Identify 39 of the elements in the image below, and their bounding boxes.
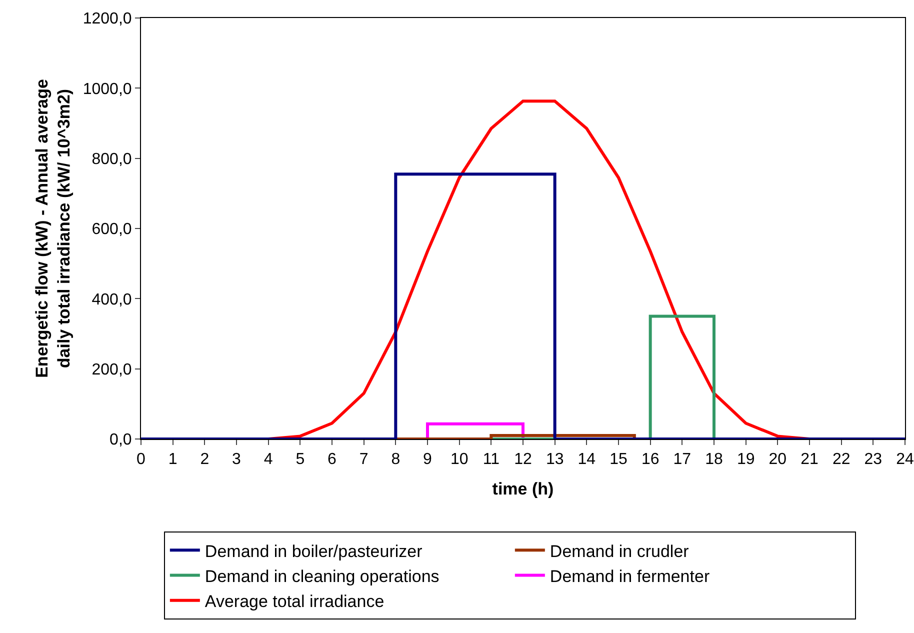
x-tick-label: 19: [736, 451, 755, 468]
x-tick-label: 6: [328, 451, 337, 468]
x-tick-label: 23: [864, 451, 882, 468]
x-tick-label: 13: [546, 451, 564, 468]
y-axis-title: Energetic flow (kW) - Annual average daily total irradiance (kW/ 10^3m2): [32, 79, 74, 378]
x-tick-label: 10: [450, 451, 468, 468]
x-tick-label: 12: [514, 451, 532, 468]
x-tick-label: 20: [768, 451, 787, 468]
x-tick-label: 2: [200, 451, 210, 468]
x-tick-label: 8: [391, 451, 400, 468]
x-tick-label: 18: [705, 451, 723, 468]
x-tick-label: 3: [232, 451, 242, 468]
legend-label: Demand in cleaning operations: [204, 566, 440, 586]
x-tick-label: 21: [800, 451, 818, 468]
x-tick-label: 11: [482, 451, 500, 468]
x-tick-label: 14: [578, 451, 596, 468]
legend-label: Demand in crudler: [550, 542, 690, 561]
x-tick-label: 24: [896, 451, 914, 468]
x-axis-title: time (h): [492, 480, 554, 499]
x-tick-label: 5: [296, 451, 305, 468]
x-tick-label: 17: [673, 451, 692, 468]
y-tick-label: 0,0: [110, 432, 132, 449]
x-tick-label: 15: [610, 451, 628, 468]
x-tick-label: 16: [641, 451, 660, 468]
y-tick-label: 600,0: [92, 221, 132, 238]
legend-label: Demand in boiler/pasteurizer: [204, 542, 423, 561]
y-tick-label: 1000,0: [82, 80, 132, 98]
x-tick-label: 4: [264, 451, 273, 468]
x-tick-label: 0: [136, 451, 146, 468]
legend-label: Demand in fermenter: [550, 566, 710, 586]
x-tick-label: 7: [359, 451, 368, 468]
y-tick-label: 400,0: [92, 291, 132, 308]
y-tick-label: 200,0: [92, 361, 132, 378]
y-tick-label: 800,0: [92, 150, 132, 168]
x-tick-label: 9: [423, 451, 432, 468]
x-tick-label: 22: [832, 451, 850, 468]
y-tick-label: 1200,0: [82, 10, 132, 28]
legend-label: Average total irradiance: [204, 592, 384, 611]
x-tick-label: 1: [168, 451, 178, 468]
